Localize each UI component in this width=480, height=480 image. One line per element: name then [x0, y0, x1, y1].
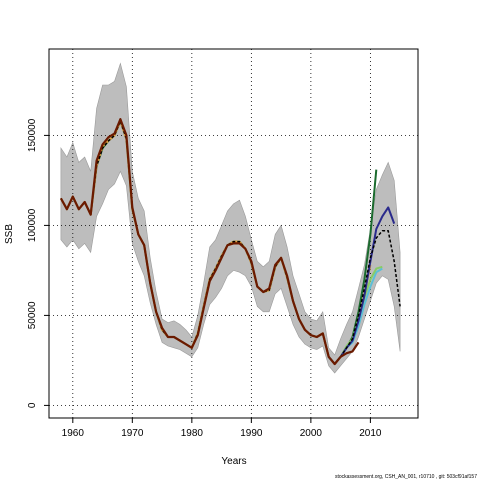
- series-line-6: [59, 118, 360, 366]
- confidence-band: [60, 62, 401, 374]
- plot-frame: [48, 48, 419, 419]
- x-tick-label: 1990: [240, 428, 263, 439]
- series-lines: [59, 118, 401, 366]
- x-tick-label: 2010: [359, 428, 382, 439]
- x-axis-label: Years: [221, 456, 246, 467]
- y-tick-label: 100000: [27, 208, 38, 242]
- y-axis: 0 50000 100000 150000: [27, 118, 49, 408]
- x-tick-label: 1980: [181, 428, 204, 439]
- y-tick-label: 50000: [27, 301, 38, 329]
- y-tick-label: 0: [27, 402, 38, 408]
- y-axis-label: SSB: [4, 224, 15, 244]
- y-tick-label: 150000: [27, 118, 38, 152]
- x-axis: 1960 1970 1980 1990 2000 2010: [62, 418, 382, 439]
- x-tick-label: 1970: [121, 428, 144, 439]
- confidence-band-area: [60, 62, 401, 374]
- x-tick-label: 1960: [62, 428, 85, 439]
- footer-credit: stockassessment.org, CSH_AN_001, r10710 …: [335, 474, 477, 480]
- x-tick-label: 2000: [300, 428, 323, 439]
